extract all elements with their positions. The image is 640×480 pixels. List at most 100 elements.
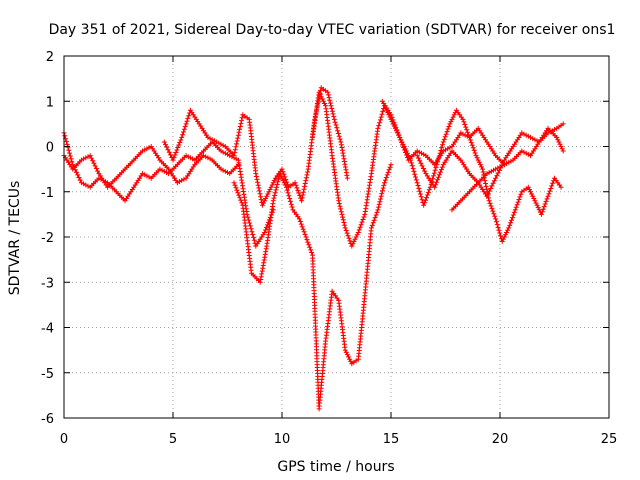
data-point	[186, 113, 192, 119]
data-point	[347, 356, 353, 362]
data-point	[83, 155, 89, 161]
y-tick-label: 2	[46, 50, 54, 65]
series-arc-3	[161, 85, 350, 208]
series-arc-1	[61, 130, 276, 249]
data-point	[463, 124, 469, 130]
data-point	[476, 159, 482, 165]
data-point	[299, 224, 305, 230]
data-point	[540, 206, 546, 212]
data-point	[300, 189, 306, 195]
data-point	[380, 188, 385, 194]
data-point	[484, 171, 490, 177]
data-point	[377, 117, 383, 123]
data-point	[75, 172, 81, 178]
data-point	[235, 162, 241, 168]
data-point	[488, 168, 494, 174]
data-point	[511, 209, 517, 215]
data-point	[346, 235, 352, 241]
data-point	[254, 176, 260, 182]
data-point	[259, 202, 265, 208]
data-point	[548, 186, 554, 191]
data-point	[327, 97, 333, 103]
data-point	[280, 177, 286, 183]
data-point	[485, 191, 491, 197]
data-point	[331, 116, 337, 122]
data-point	[505, 227, 511, 233]
chart-title: Day 351 of 2021, Sidereal Day-to-day VTE…	[49, 22, 616, 38]
data-point	[539, 209, 545, 215]
data-point	[302, 231, 308, 237]
data-point	[438, 167, 444, 173]
data-point	[441, 136, 447, 142]
data-point	[403, 150, 408, 155]
data-point	[303, 175, 309, 181]
data-point	[337, 136, 343, 142]
series-arc-8	[449, 162, 507, 213]
data-point	[289, 204, 295, 210]
data-point	[172, 152, 178, 158]
data-point	[179, 177, 185, 183]
data-point	[549, 183, 555, 189]
y-tick-label: -6	[41, 412, 54, 427]
data-point	[508, 220, 514, 226]
data-point	[554, 134, 560, 140]
series-arc-5	[310, 89, 564, 249]
data-point	[278, 173, 284, 179]
data-point	[258, 197, 264, 203]
data-point	[413, 177, 419, 183]
data-point	[448, 119, 454, 125]
data-point	[470, 145, 476, 151]
data-point	[422, 200, 428, 206]
data-point	[331, 114, 337, 120]
data-point	[354, 232, 360, 238]
series-arc-6	[379, 98, 566, 168]
data-point	[185, 115, 191, 121]
data-point	[341, 220, 347, 225]
data-point	[345, 233, 351, 239]
data-point	[252, 240, 258, 246]
data-point	[514, 202, 520, 208]
data-point	[525, 184, 531, 190]
data-point	[67, 150, 72, 156]
data-point	[303, 178, 309, 184]
data-point	[168, 152, 173, 158]
data-point	[342, 225, 348, 231]
data-point	[409, 163, 415, 169]
data-point	[201, 153, 206, 159]
data-point	[439, 164, 445, 170]
data-point	[332, 119, 338, 125]
data-point	[182, 124, 188, 130]
data-point	[303, 234, 309, 240]
data-point	[304, 172, 310, 178]
data-point	[547, 188, 553, 194]
data-point	[253, 171, 259, 177]
data-point	[248, 226, 254, 232]
y-axis-label: SDTVAR / TECUs	[7, 181, 23, 296]
data-point	[471, 147, 477, 153]
y-tick-label: -3	[41, 276, 54, 291]
data-point	[560, 148, 566, 154]
data-point	[284, 187, 290, 193]
data-point	[298, 221, 304, 227]
data-point	[479, 164, 484, 170]
data-point	[170, 157, 176, 163]
data-point	[253, 174, 259, 179]
data-point	[349, 243, 355, 249]
data-point	[330, 111, 336, 117]
data-point	[486, 198, 492, 204]
data-point	[63, 139, 69, 145]
data-point	[494, 219, 499, 225]
data-point	[232, 147, 238, 153]
data-point	[320, 98, 326, 104]
data-point	[339, 211, 345, 217]
data-point	[492, 213, 498, 219]
data-point	[506, 159, 512, 165]
data-point	[266, 189, 272, 195]
data-point	[146, 145, 152, 151]
data-point	[560, 121, 566, 127]
y-tick-label: 0	[46, 141, 54, 156]
data-point	[393, 124, 399, 130]
data-point	[417, 188, 423, 194]
data-point	[239, 118, 244, 124]
data-point	[526, 187, 532, 192]
